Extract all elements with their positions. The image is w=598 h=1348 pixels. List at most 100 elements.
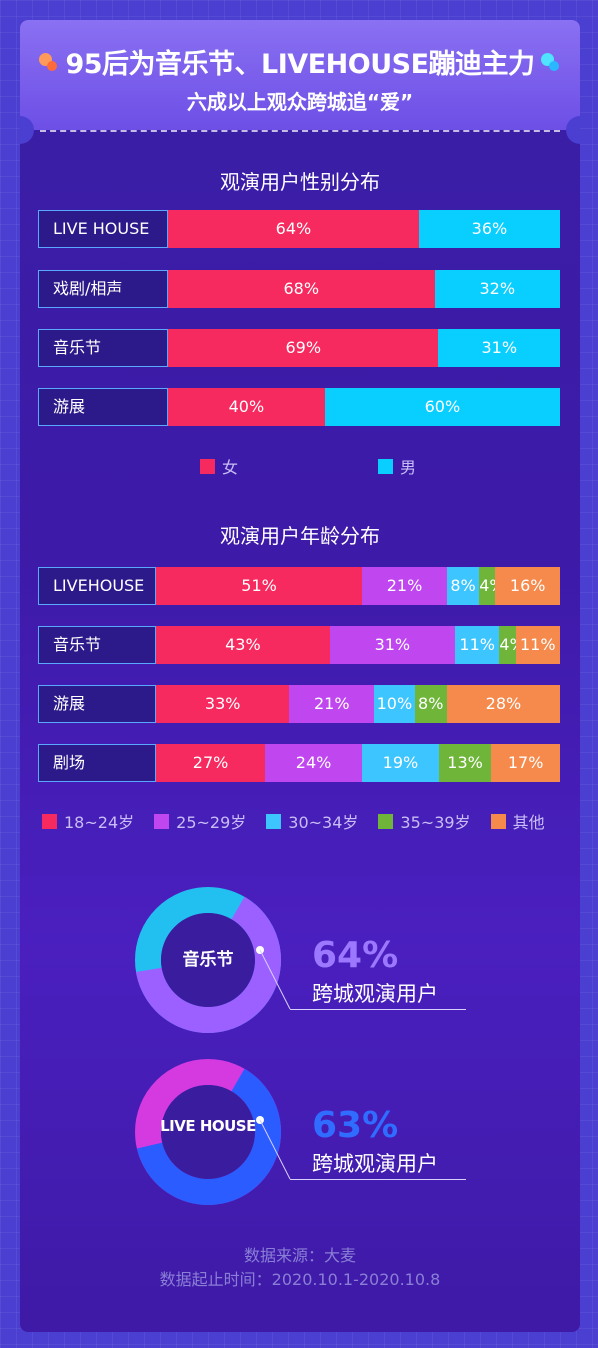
bar-segment: 8% xyxy=(414,685,447,723)
bar-row: LIVE HOUSE 64% 36% xyxy=(38,210,560,248)
stacked-bar: 40% 60% xyxy=(168,388,560,426)
page-subtitle: 六成以上观众跨城追“爱” xyxy=(186,90,414,114)
bar-segment: 68% xyxy=(168,270,435,308)
legend-label: 18~24岁 xyxy=(64,813,135,832)
footer-period: 数据起止时间：2020.10.1-2020.10.8 xyxy=(159,1270,441,1289)
bar-segment: 27% xyxy=(156,744,266,782)
donut2-center-label: LIVE HOUSE xyxy=(160,1117,256,1135)
bar-segment: 13% xyxy=(438,744,492,782)
bar-row: 游展 40% 60% xyxy=(38,388,560,426)
donut-chart-music-festival xyxy=(135,887,281,1033)
bar-segment: 11% xyxy=(454,626,500,664)
page-title: 95后为音乐节、LIVEHOUSE蹦迪主力 xyxy=(20,42,580,81)
legend-item: 18~24岁 xyxy=(42,809,134,833)
stacked-bar: 27% 24% 19% 13% 17% xyxy=(156,744,560,782)
bar-segment: 19% xyxy=(362,744,439,782)
bar-segment: 24% xyxy=(265,744,363,782)
ticket-notch-right xyxy=(566,116,580,144)
bar-row: LIVEHOUSE 51% 21% 8% 4% 16% xyxy=(38,567,560,605)
footer-source: 数据来源：大麦 xyxy=(243,1246,356,1265)
bar-segment: 10% xyxy=(374,685,415,723)
bar-row: 戏剧/相声 68% 32% xyxy=(38,270,560,308)
bar-segment: 64% xyxy=(168,210,419,248)
legend-label: 30~34岁 xyxy=(288,813,359,832)
legend-item: 35~39岁 xyxy=(378,809,471,833)
donut1-caption: 跨城观演用户 xyxy=(312,982,438,1006)
bar-category-label: LIVE HOUSE xyxy=(38,210,169,248)
donut1-leader-line xyxy=(256,946,291,1010)
bar-category-label: 音乐节 xyxy=(38,329,169,367)
legend-label: 35~39岁 xyxy=(400,813,471,832)
legend-item: 30~34岁 xyxy=(266,809,358,833)
bar-segment: 11% xyxy=(515,626,560,664)
legend-swatch xyxy=(200,458,215,474)
bar-segment: 31% xyxy=(329,626,455,664)
donut2-underline xyxy=(290,1179,466,1180)
ticket-perforation xyxy=(40,130,560,132)
header-banner xyxy=(20,20,580,130)
bar-category-label: 游展 xyxy=(38,685,157,723)
ticket-notch-left xyxy=(20,116,34,144)
bar-category-label: 剧场 xyxy=(38,744,157,782)
stacked-bar: 68% 32% xyxy=(168,270,560,308)
orange-bubble-icon xyxy=(39,51,59,73)
donut-hole xyxy=(161,913,255,1007)
bar-segment: 31% xyxy=(438,329,560,367)
stacked-bar: 51% 21% 8% 4% 16% xyxy=(156,567,560,605)
bar-segment: 60% xyxy=(324,388,560,426)
age-section-title: 观演用户年龄分布 xyxy=(220,524,380,548)
donut1-percent: 64% xyxy=(312,935,399,976)
bar-segment: 33% xyxy=(156,685,290,723)
stacked-bar: 33% 21% 10% 8% 28% xyxy=(156,685,560,723)
bar-row: 游展 33% 21% 10% 8% 28% xyxy=(38,685,560,723)
bar-segment: 4% xyxy=(479,567,505,605)
legend-label: 女 xyxy=(222,458,239,477)
cyan-bubble-icon xyxy=(540,51,561,73)
donut1-center-label: 音乐节 xyxy=(182,950,234,970)
bar-segment: 43% xyxy=(156,626,330,664)
legend-label: 其他 xyxy=(512,813,545,832)
legend-item: 女 xyxy=(200,454,238,478)
bar-row: 音乐节 69% 31% xyxy=(38,329,560,367)
bar-segment: 8% xyxy=(446,567,480,605)
bar-segment: 28% xyxy=(446,685,560,723)
gender-legend: 女男 xyxy=(200,454,416,478)
bar-segment: 16% xyxy=(495,567,560,605)
donut2-percent: 63% xyxy=(312,1105,399,1146)
legend-item: 其他 xyxy=(490,809,545,833)
bar-segment: 21% xyxy=(362,567,447,605)
stacked-bar: 64% 36% xyxy=(168,210,560,248)
bar-segment: 40% xyxy=(168,388,325,426)
legend-swatch xyxy=(154,813,170,829)
bar-row: 剧场 27% 24% 19% 13% 17% xyxy=(38,744,560,782)
legend-label: 25~29岁 xyxy=(176,813,247,832)
donut-hole xyxy=(161,1085,255,1179)
bar-category-label: 戏剧/相声 xyxy=(38,270,169,308)
stacked-bar: 43% 31% 11% 4% 11% xyxy=(156,626,560,664)
title-text: 95后为音乐节、LIVEHOUSE蹦迪主力 xyxy=(65,49,535,80)
bar-category-label: 游展 xyxy=(38,388,169,426)
legend-label: 男 xyxy=(400,458,417,477)
donut2-caption: 跨城观演用户 xyxy=(312,1152,438,1176)
bar-segment: 69% xyxy=(168,329,439,367)
legend-item: 25~29岁 xyxy=(154,809,246,833)
bar-category-label: 音乐节 xyxy=(38,626,157,664)
legend-swatch xyxy=(490,813,506,829)
infographic-card: 95后为音乐节、LIVEHOUSE蹦迪主力 六成以上观众跨城追“爱” 观演用户性… xyxy=(20,20,580,1332)
gender-section-title: 观演用户性别分布 xyxy=(220,170,380,194)
legend-swatch xyxy=(266,813,282,829)
donut2-leader-line xyxy=(256,1116,291,1180)
bar-segment: 36% xyxy=(418,210,560,248)
bar-segment: 51% xyxy=(156,567,363,605)
bar-category-label: LIVEHOUSE xyxy=(38,567,157,605)
legend-swatch xyxy=(378,813,394,829)
bar-segment: 17% xyxy=(491,744,560,782)
legend-swatch xyxy=(378,458,394,474)
bar-row: 音乐节 43% 31% 11% 4% 11% xyxy=(38,626,560,664)
donut1-underline xyxy=(290,1009,466,1010)
legend-swatch xyxy=(42,813,57,829)
stacked-bar: 69% 31% xyxy=(168,329,560,367)
bar-segment: 4% xyxy=(499,626,525,664)
age-legend: 18~24岁 25~29岁 30~34岁 35~39岁 其他 xyxy=(42,809,545,833)
legend-item: 男 xyxy=(378,454,416,478)
